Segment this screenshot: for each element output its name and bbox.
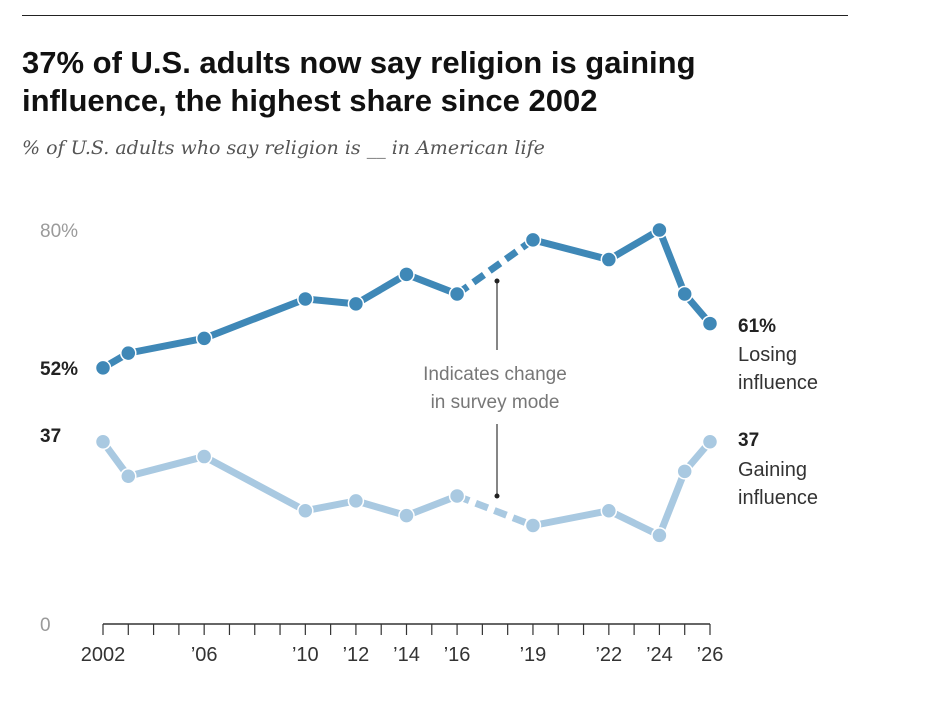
series-name-label: Gaining [738,459,807,481]
end-value-label: 61% [738,316,776,337]
x-tick-label: ’06 [191,644,218,666]
data-point [297,290,314,308]
series-name-label: Losing [738,344,797,366]
x-tick-label: 2002 [81,644,126,666]
series-segment [352,497,410,520]
data-point [701,433,719,451]
x-tick-label: ’26 [697,644,724,666]
data-point [195,330,213,347]
data-point [120,468,137,485]
series-name-label: influence [738,487,818,509]
series-segment [124,453,208,480]
y-tick-label: 0 [40,615,51,636]
y-tick-label: 80% [40,221,78,242]
data-point [120,344,137,362]
series-segment [352,270,410,308]
x-tick-label: ’16 [444,644,471,666]
data-point [448,487,466,505]
series-segment [301,497,360,515]
start-value-label: 52% [40,359,78,380]
data-point [676,463,693,480]
data-point [297,502,314,519]
series-segment [529,236,613,264]
annotation-text: Indicates change [423,364,567,385]
data-point [94,359,112,377]
start-value-label: 37 [40,426,61,447]
data-point [676,285,693,303]
series-segment [455,237,535,297]
series-segment [200,295,309,342]
x-tick-label: ’14 [393,644,420,666]
data-point [347,295,365,313]
series-segment [124,334,208,357]
data-point [448,285,466,303]
data-point [398,507,415,524]
annotation-dot [494,278,500,284]
series-segment [529,507,613,529]
series-segment [200,453,309,515]
x-tick-label: ’10 [292,644,319,666]
data-point [94,433,112,451]
series-segment [655,467,689,539]
series-segment [403,492,461,520]
series-segment [403,270,461,298]
end-value-label: 37 [738,430,759,451]
series-segment [655,226,689,298]
chart-subtitle: % of U.S. adults who say religion is __ … [22,137,545,159]
x-tick-label: ’22 [595,644,622,666]
data-point [347,492,365,510]
top-rule [22,15,848,16]
chart-title: 37% of U.S. adults now say religion is g… [22,45,696,118]
annotation-dot [494,493,500,499]
annotation-text: in survey mode [431,392,560,413]
x-tick-label: ’12 [343,644,370,666]
data-point [524,517,542,534]
series-segment [455,492,535,529]
x-tick-label: ’24 [646,644,673,666]
data-point [398,266,415,283]
series-name-label: influence [738,372,818,394]
data-point [600,502,618,519]
series-segment [605,226,663,264]
data-point [701,315,719,332]
data-point [651,221,668,239]
x-tick-label: ’19 [520,644,547,666]
data-point [651,527,668,544]
series-segment [605,507,663,539]
data-point [195,448,213,465]
data-point [600,251,618,268]
data-point [524,231,542,249]
series-segment [301,295,360,308]
